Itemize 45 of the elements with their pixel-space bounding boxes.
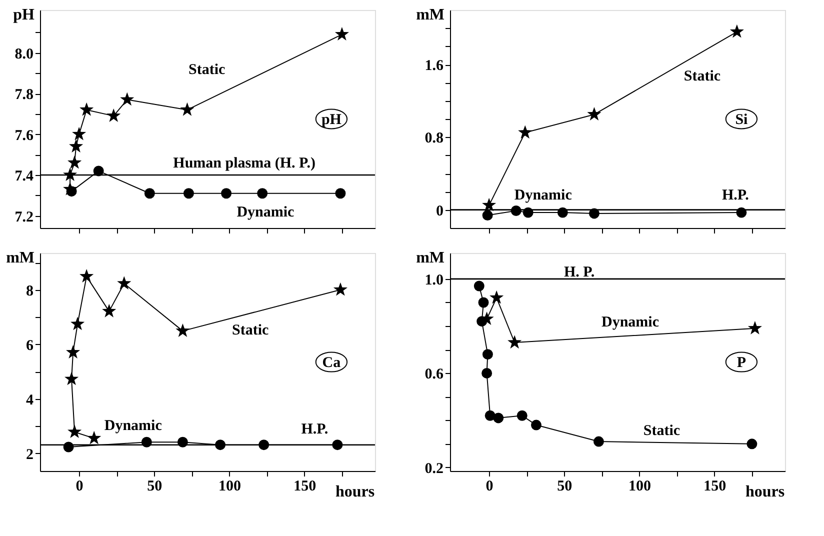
annotation: Dynamic (236, 204, 295, 221)
y-tick-label: 8.0 (14, 46, 34, 62)
y-tick-label: 1.6 (424, 58, 444, 74)
y-tick-label: 7.6 (14, 128, 34, 144)
x-tick-label: 150 (704, 478, 726, 494)
y-tick-label: 7.2 (14, 209, 34, 226)
annotation: Dynamic (601, 314, 660, 330)
x-tick-label: 0 (486, 478, 494, 494)
y-tick-label: 1.0 (424, 272, 444, 288)
annotation: Static (643, 422, 680, 439)
y-tick-label: 7.4 (14, 168, 34, 185)
annotation: Static (232, 322, 270, 338)
x-tick-label: 150 (294, 478, 316, 494)
annotation: Dynamic (514, 187, 572, 204)
annotation: Dynamic (104, 418, 162, 434)
y-tick-label: 2 (26, 446, 34, 463)
x-axis-title: hours (336, 484, 375, 500)
annotation: H. P. (564, 264, 595, 281)
y-tick-label: 0 (436, 203, 444, 220)
x-axis-title: hours (746, 484, 785, 500)
y-axis-title: pH (13, 6, 36, 24)
annotation: H.P. (722, 187, 750, 204)
x-tick-label: 50 (147, 478, 162, 494)
y-tick-label: 4 (26, 392, 34, 408)
x-tick-label: 0 (76, 478, 84, 494)
y-tick-label: 0.8 (424, 130, 444, 147)
y-tick-label: 6 (26, 338, 34, 354)
y-tick-label: 8 (26, 283, 34, 300)
x-tick-label: 100 (628, 478, 652, 494)
y-axis-title: mM (6, 250, 34, 266)
text: Si (735, 112, 748, 128)
annotation: Static (684, 68, 721, 84)
text: pH (321, 112, 342, 128)
text: Ca (322, 355, 342, 371)
annotation: Static (188, 62, 226, 78)
y-tick-label: 7.8 (14, 87, 34, 104)
annotation: Human plasma (H. P.) (173, 156, 316, 172)
y-tick-label: 0.6 (424, 366, 444, 383)
y-axis-title: mM (416, 250, 444, 266)
y-tick-label: 0.2 (424, 460, 444, 477)
x-tick-label: 100 (218, 478, 242, 494)
text: P (736, 355, 746, 371)
annotation: H.P. (301, 422, 328, 438)
y-axis-title: mM (416, 6, 444, 24)
x-tick-label: 50 (557, 478, 572, 494)
